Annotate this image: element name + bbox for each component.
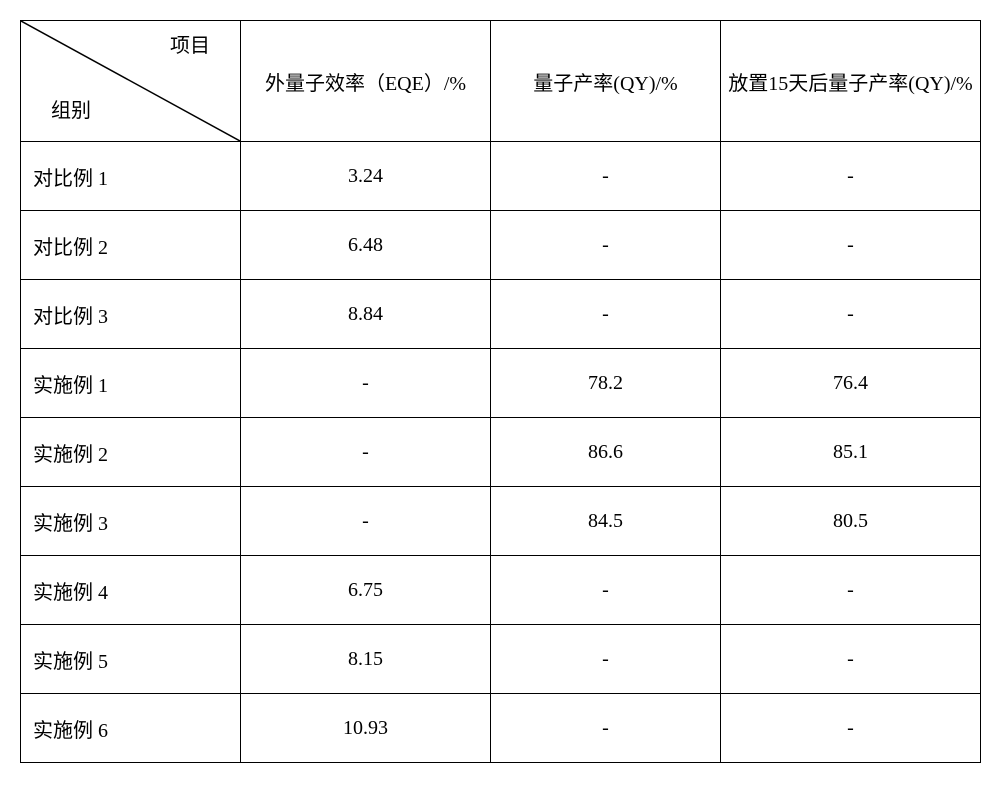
cell-qy15: 85.1 — [721, 418, 981, 487]
cell-eqe: - — [241, 418, 491, 487]
table-row: 对比例 3 8.84 - - — [21, 280, 981, 349]
table-body: 对比例 1 3.24 - - 对比例 2 6.48 - - 对比例 3 8.84… — [21, 142, 981, 763]
table-row: 对比例 1 3.24 - - — [21, 142, 981, 211]
table-row: 实施例 1 - 78.2 76.4 — [21, 349, 981, 418]
cell-qy15: - — [721, 142, 981, 211]
row-label: 实施例 4 — [21, 556, 241, 625]
cell-qy: 86.6 — [491, 418, 721, 487]
row-label: 实施例 2 — [21, 418, 241, 487]
cell-qy: - — [491, 694, 721, 763]
row-label: 实施例 1 — [21, 349, 241, 418]
header-diag-bottom: 组别 — [51, 94, 91, 123]
table-row: 实施例 2 - 86.6 85.1 — [21, 418, 981, 487]
cell-eqe: 8.84 — [241, 280, 491, 349]
table-row: 实施例 5 8.15 - - — [21, 625, 981, 694]
cell-eqe: - — [241, 487, 491, 556]
cell-qy: 84.5 — [491, 487, 721, 556]
cell-qy: - — [491, 142, 721, 211]
table-row: 实施例 3 - 84.5 80.5 — [21, 487, 981, 556]
cell-eqe: 6.75 — [241, 556, 491, 625]
row-label: 对比例 3 — [21, 280, 241, 349]
cell-eqe: 3.24 — [241, 142, 491, 211]
row-label: 实施例 5 — [21, 625, 241, 694]
cell-qy: - — [491, 625, 721, 694]
cell-qy15: - — [721, 694, 981, 763]
cell-eqe: - — [241, 349, 491, 418]
table-row: 实施例 4 6.75 - - — [21, 556, 981, 625]
header-row: 项目 组别 外量子效率（EQE）/% 量子产率(QY)/% 放置15天后量子产率… — [21, 21, 981, 142]
data-table-container: 项目 组别 外量子效率（EQE）/% 量子产率(QY)/% 放置15天后量子产率… — [20, 20, 980, 763]
data-table: 项目 组别 外量子效率（EQE）/% 量子产率(QY)/% 放置15天后量子产率… — [20, 20, 981, 763]
cell-qy: - — [491, 556, 721, 625]
cell-eqe: 6.48 — [241, 211, 491, 280]
header-col-qy15: 放置15天后量子产率(QY)/% — [721, 21, 981, 142]
cell-qy: - — [491, 211, 721, 280]
cell-eqe: 10.93 — [241, 694, 491, 763]
header-col-qy: 量子产率(QY)/% — [491, 21, 721, 142]
row-label: 对比例 1 — [21, 142, 241, 211]
cell-qy: 78.2 — [491, 349, 721, 418]
cell-qy15: - — [721, 211, 981, 280]
header-diag-top: 项目 — [170, 29, 210, 58]
cell-qy15: 80.5 — [721, 487, 981, 556]
row-label: 实施例 6 — [21, 694, 241, 763]
cell-qy15: - — [721, 556, 981, 625]
cell-qy15: 76.4 — [721, 349, 981, 418]
row-label: 对比例 2 — [21, 211, 241, 280]
cell-eqe: 8.15 — [241, 625, 491, 694]
header-col-eqe: 外量子效率（EQE）/% — [241, 21, 491, 142]
header-diag-cell: 项目 组别 — [21, 21, 241, 142]
table-row: 实施例 6 10.93 - - — [21, 694, 981, 763]
cell-qy15: - — [721, 280, 981, 349]
cell-qy15: - — [721, 625, 981, 694]
row-label: 实施例 3 — [21, 487, 241, 556]
table-row: 对比例 2 6.48 - - — [21, 211, 981, 280]
cell-qy: - — [491, 280, 721, 349]
